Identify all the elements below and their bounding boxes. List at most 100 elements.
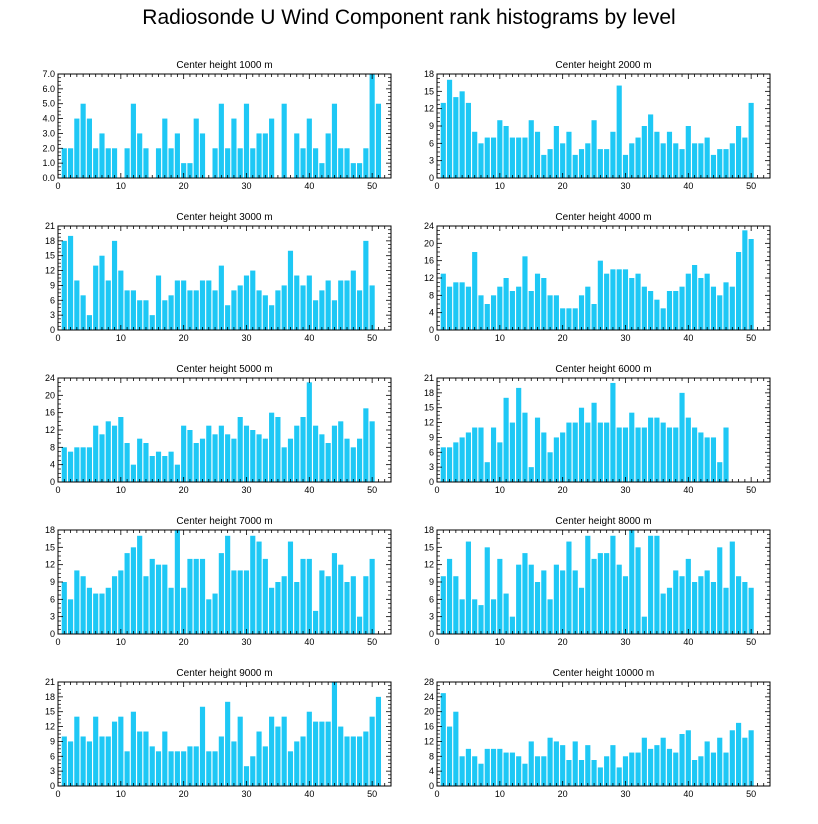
bar — [99, 255, 105, 330]
bar — [130, 290, 136, 330]
bar — [105, 736, 111, 786]
bar — [736, 252, 742, 330]
bar — [331, 425, 338, 482]
bar — [685, 417, 691, 482]
bar — [490, 427, 497, 482]
bar — [654, 131, 660, 178]
y-tick-label: 0.0 — [42, 173, 55, 183]
bar — [325, 576, 331, 634]
bar — [490, 137, 497, 178]
bar — [338, 421, 344, 482]
bar — [597, 553, 603, 634]
y-tick-label: 12 — [424, 418, 434, 428]
y-tick-label: 15 — [424, 403, 434, 413]
bar — [193, 746, 199, 786]
bar — [585, 535, 591, 634]
bar — [300, 736, 306, 786]
bar — [604, 422, 610, 482]
bar — [528, 291, 534, 330]
bar — [80, 576, 86, 634]
bar — [294, 425, 300, 482]
x-tick-label: 10 — [116, 333, 126, 343]
bar — [67, 235, 74, 330]
bar — [566, 308, 572, 330]
bar — [578, 295, 585, 330]
bar — [174, 133, 180, 178]
bar — [338, 280, 344, 330]
bar — [553, 295, 559, 330]
bar — [206, 751, 212, 786]
bar — [704, 273, 710, 330]
y-tick-label: 21 — [45, 221, 55, 231]
bar — [344, 148, 350, 178]
bar — [478, 763, 484, 786]
bar — [218, 103, 224, 178]
bar — [193, 443, 199, 482]
bar — [591, 120, 597, 178]
y-tick-label: 6 — [429, 138, 434, 148]
bar — [679, 734, 685, 786]
bar — [648, 417, 654, 482]
bar — [137, 535, 143, 634]
bar — [67, 741, 74, 786]
panel-7: Center height 7000 m 0 10 20 30 40 50 0 3 6 9 12 15 1… — [45, 516, 392, 647]
bar — [93, 716, 99, 786]
bar — [357, 736, 363, 786]
bar — [369, 558, 375, 634]
bar — [704, 741, 710, 786]
y-tick-label: 9 — [50, 280, 55, 290]
bar — [155, 564, 162, 634]
bar — [666, 587, 673, 634]
y-tick-label: 4.0 — [42, 114, 55, 124]
bar — [591, 304, 597, 330]
y-tick-label: 28 — [424, 677, 434, 687]
bar — [275, 582, 281, 634]
y-tick-label: 3 — [50, 612, 55, 622]
bar — [199, 558, 206, 634]
x-tick-label: 10 — [495, 333, 505, 343]
bar — [237, 716, 243, 786]
bar — [622, 756, 629, 786]
bar — [231, 741, 237, 786]
bar — [610, 131, 616, 178]
x-tick-label: 40 — [683, 637, 693, 647]
bar — [503, 752, 509, 786]
bar — [528, 120, 534, 178]
bar — [174, 751, 180, 786]
bar — [338, 726, 344, 786]
bar — [187, 746, 193, 786]
bar — [130, 547, 136, 634]
x-tick-label: 20 — [179, 789, 189, 799]
bar — [118, 570, 124, 634]
bar — [225, 305, 231, 330]
bar — [440, 693, 446, 786]
bar — [698, 143, 704, 178]
bar — [162, 300, 168, 330]
bar — [446, 286, 453, 330]
bar — [325, 280, 331, 330]
bar — [604, 756, 610, 786]
bar — [237, 148, 243, 178]
x-tick-label: 30 — [620, 637, 630, 647]
y-tick-label: 9 — [50, 577, 55, 587]
bar — [648, 114, 654, 178]
bar — [635, 427, 641, 482]
y-tick-label: 6.0 — [42, 84, 55, 94]
x-tick-label: 40 — [683, 181, 693, 191]
bar — [704, 437, 710, 482]
y-tick-label: 15 — [45, 707, 55, 717]
bar — [503, 278, 509, 330]
bar — [331, 553, 338, 634]
bar — [262, 133, 268, 178]
bar — [350, 447, 356, 482]
bar — [723, 149, 729, 178]
bar — [585, 422, 591, 482]
bar — [635, 547, 641, 634]
bar — [465, 748, 471, 786]
bar — [344, 582, 350, 634]
bar — [472, 756, 478, 786]
bar — [313, 425, 319, 482]
y-tick-label: 3 — [429, 156, 434, 166]
bar — [692, 427, 698, 482]
x-tick-label: 0 — [434, 637, 439, 647]
